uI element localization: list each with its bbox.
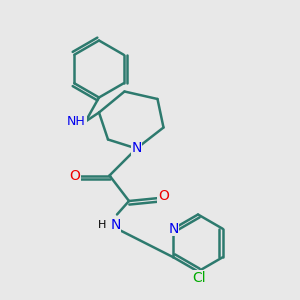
Text: O: O (70, 169, 80, 182)
Text: NH: NH (67, 115, 86, 128)
Text: N: N (168, 222, 178, 236)
Text: O: O (158, 190, 169, 203)
Text: H: H (98, 220, 106, 230)
Text: N: N (110, 218, 121, 232)
Text: Cl: Cl (193, 271, 206, 285)
Text: N: N (131, 142, 142, 155)
